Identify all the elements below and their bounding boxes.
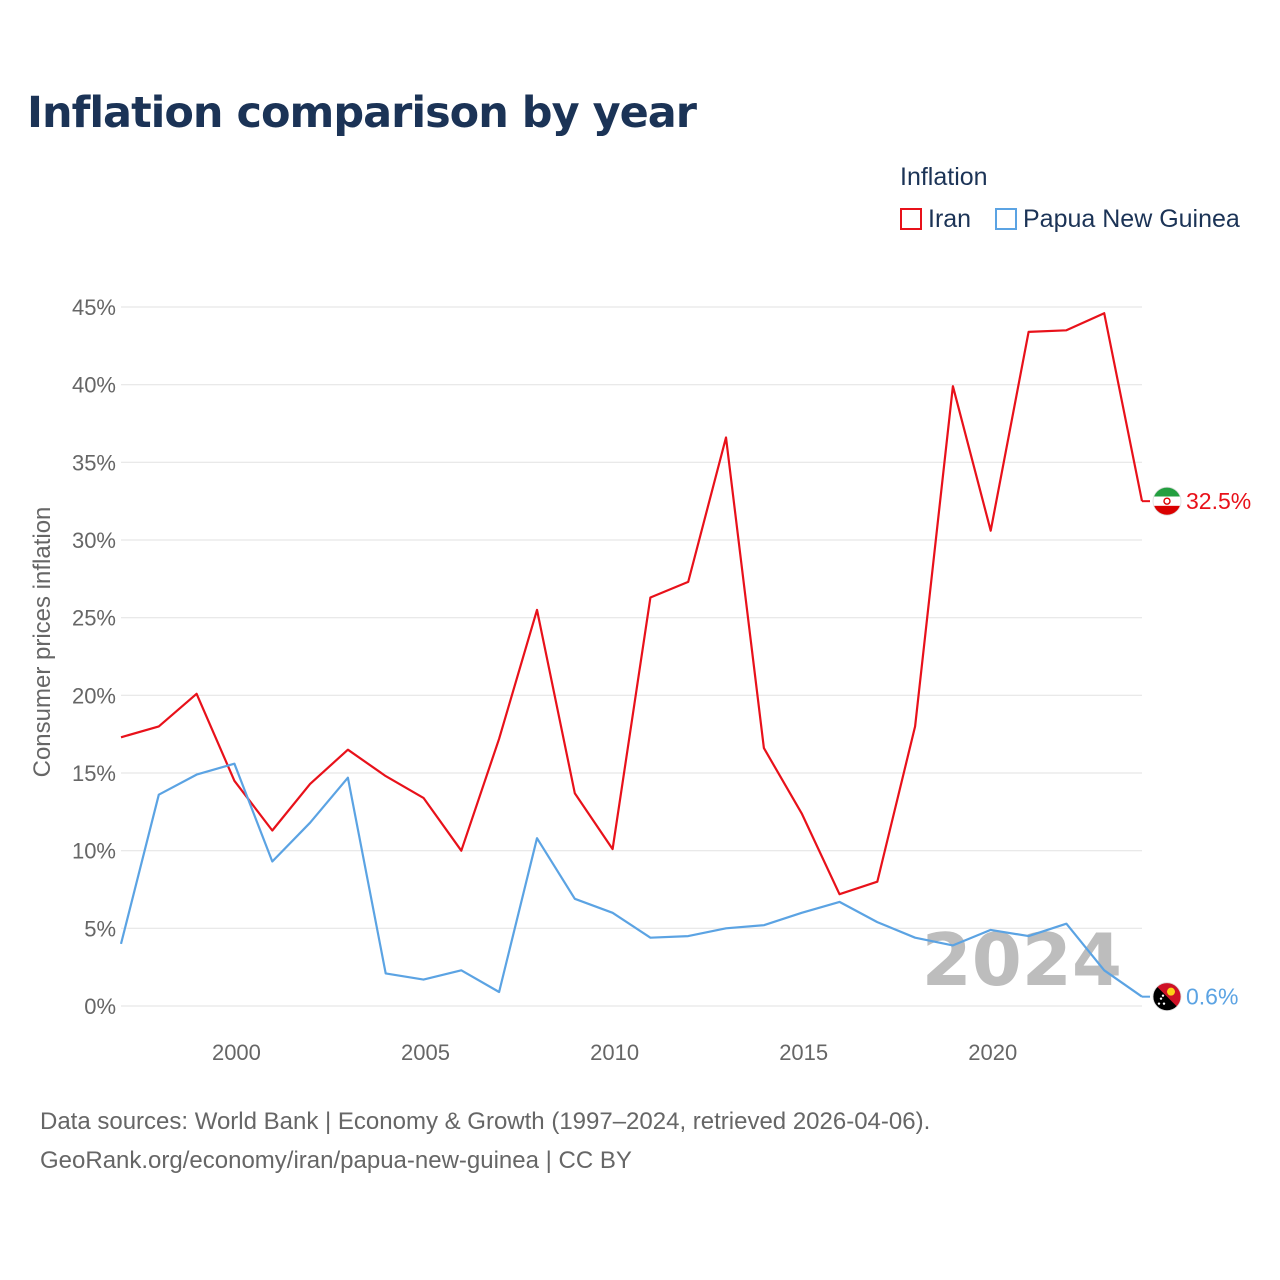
y-tick-label: 40% xyxy=(72,373,116,398)
y-axis-title: Consumer prices inflation xyxy=(29,507,56,778)
x-tick-label: 2015 xyxy=(779,1040,828,1065)
end-markers: 32.5% 0.6% xyxy=(1142,486,1251,1012)
x-tick-label: 2005 xyxy=(401,1040,450,1065)
y-tick-label: 45% xyxy=(72,295,116,320)
y-axis-tick-labels: 0% 5% 10% 15% 20% 25% 30% 35% 40% 45% xyxy=(72,295,116,1019)
legend-item-papua-new-guinea[interactable]: Papua New Guinea xyxy=(995,205,1240,233)
y-tick-label: 30% xyxy=(72,528,116,553)
x-axis-tick-labels: 2000 2005 2010 2015 2020 xyxy=(212,1040,1017,1065)
data-sources-note: Data sources: World Bank | Economy & Gro… xyxy=(40,1108,931,1135)
legend-label-papua-new-guinea: Papua New Guinea xyxy=(1023,204,1240,233)
iran-flag-icon xyxy=(1152,486,1182,516)
y-tick-label: 5% xyxy=(84,916,116,941)
legend-title: Inflation xyxy=(900,163,988,191)
x-tick-label: 2020 xyxy=(968,1040,1017,1065)
series-line-iran xyxy=(120,312,1144,896)
legend-swatch-iran xyxy=(900,208,922,230)
legend-item-iran[interactable]: Iran xyxy=(900,205,971,233)
y-tick-label: 0% xyxy=(84,994,116,1019)
y-tick-label: 35% xyxy=(72,450,116,475)
y-tick-label: 20% xyxy=(72,683,116,708)
legend-label-iran: Iran xyxy=(928,204,972,233)
papua-new-guinea-flag-icon xyxy=(1152,982,1182,1012)
series-line-papua-new-guinea xyxy=(119,762,1143,998)
end-value-label-iran: 32.5% xyxy=(1186,488,1251,514)
year-watermark: 2024 xyxy=(922,918,1122,1002)
legend-swatch-papua-new-guinea xyxy=(995,208,1017,230)
y-tick-label: 25% xyxy=(72,606,116,631)
series-lines xyxy=(119,312,1144,998)
chart-title: Inflation comparison by year xyxy=(27,88,697,138)
source-url-note: GeoRank.org/economy/iran/papua-new-guine… xyxy=(40,1147,632,1174)
y-tick-label: 15% xyxy=(72,761,116,786)
end-value-label-papua-new-guinea: 0.6% xyxy=(1186,984,1238,1010)
y-tick-label: 10% xyxy=(72,839,116,864)
gridlines xyxy=(121,306,1142,1007)
x-tick-label: 2000 xyxy=(212,1040,261,1065)
x-tick-label: 2010 xyxy=(590,1040,639,1065)
